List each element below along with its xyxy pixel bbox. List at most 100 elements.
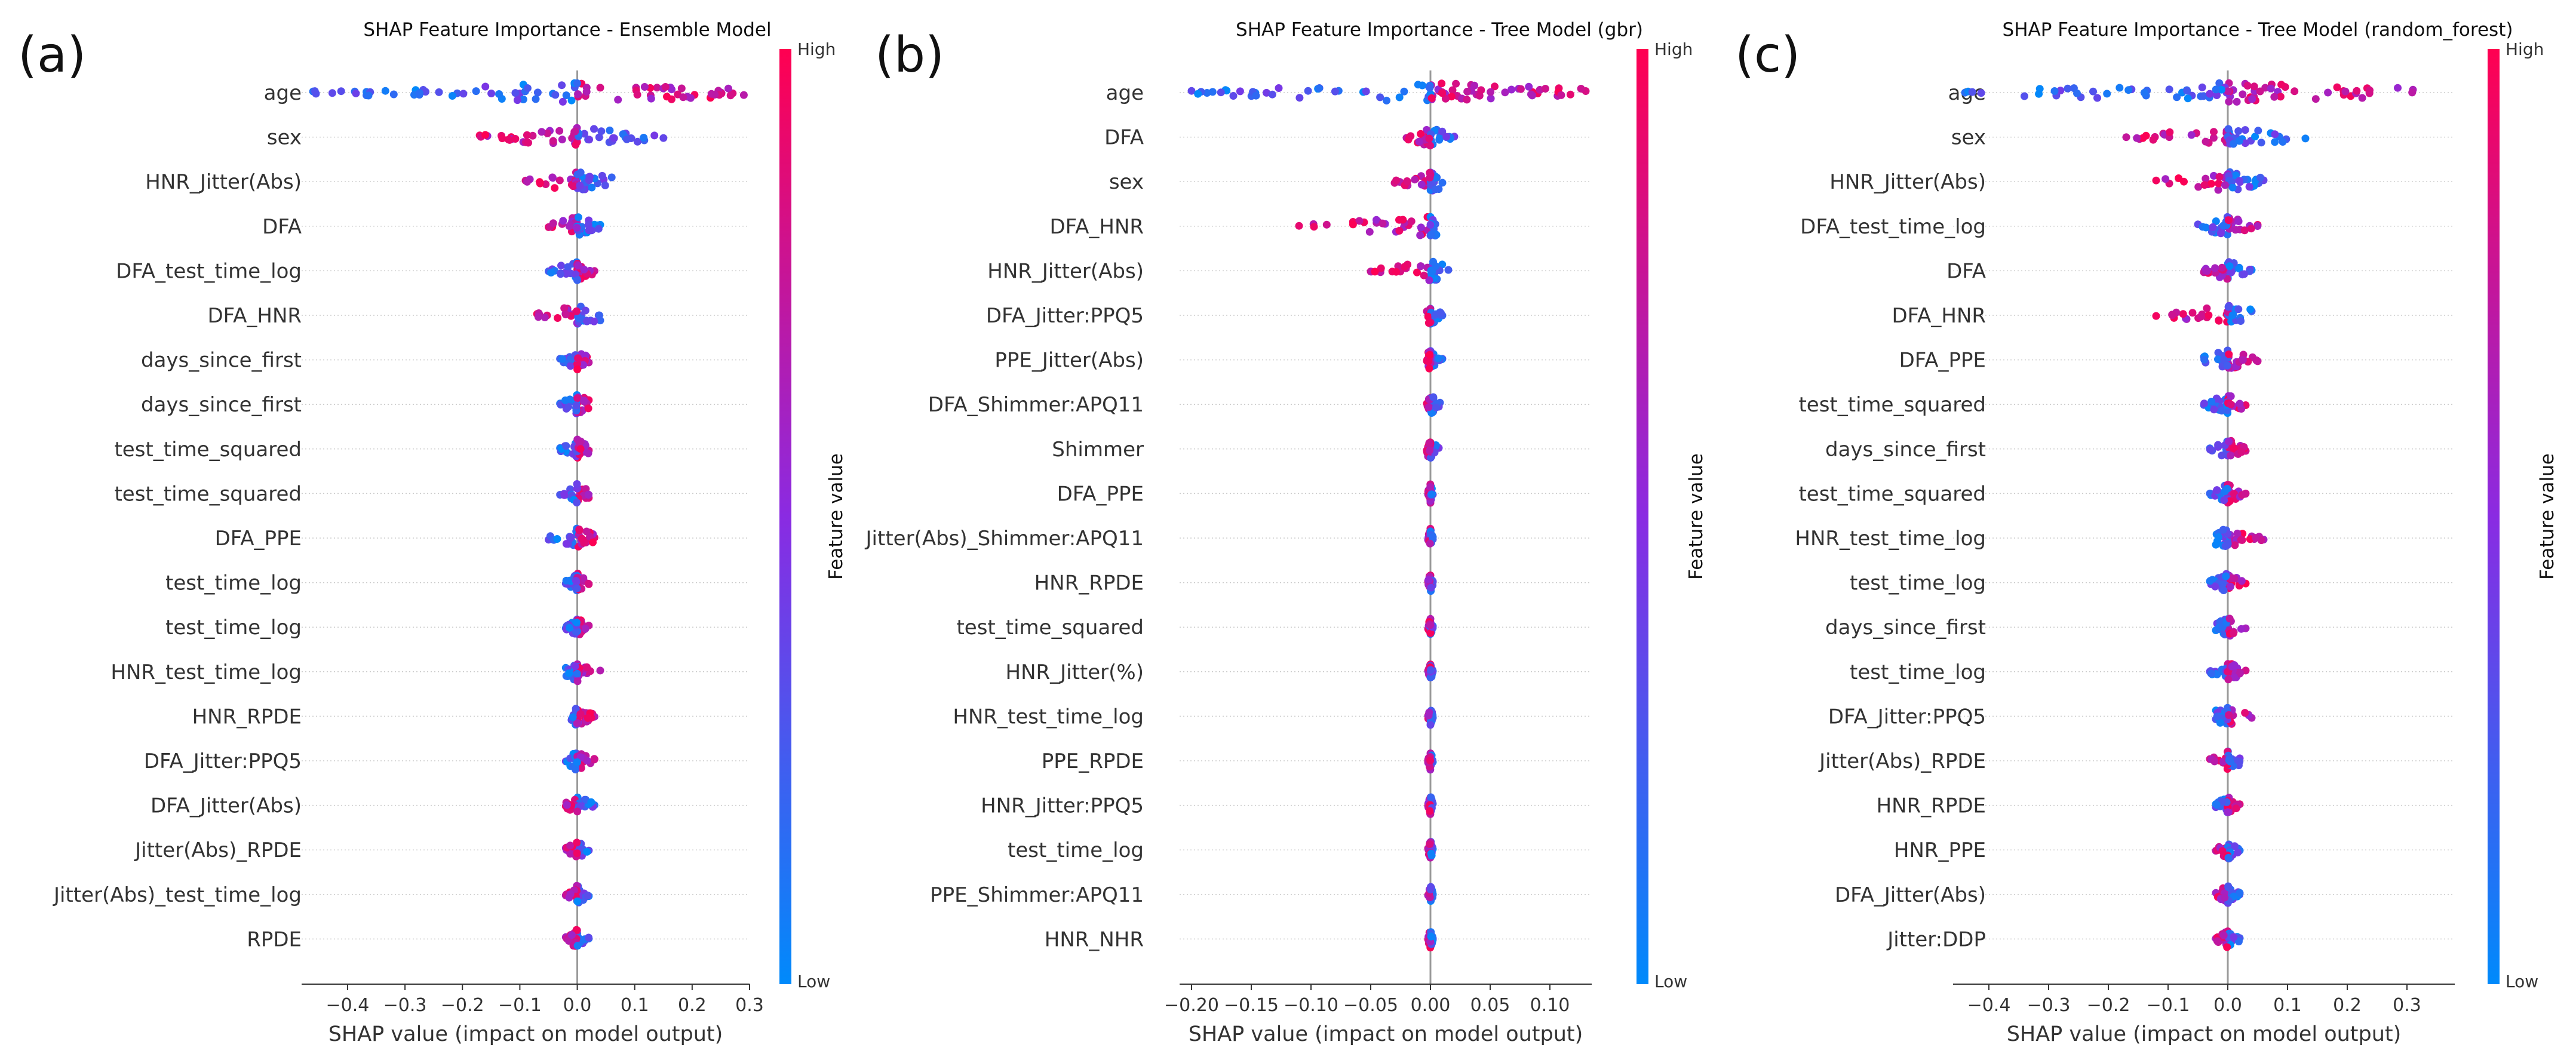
shap-point bbox=[573, 838, 581, 847]
shap-point bbox=[2215, 317, 2223, 325]
feature-label: HNR_Jitter(Abs) bbox=[1829, 170, 1986, 194]
shap-point bbox=[554, 314, 562, 322]
feature-label: Shimmer bbox=[1052, 438, 1144, 462]
shap-point bbox=[1417, 180, 1426, 189]
shap-point bbox=[2236, 758, 2244, 766]
shap-point bbox=[1263, 88, 1270, 97]
shap-point bbox=[2225, 614, 2234, 623]
shap-point bbox=[2206, 445, 2214, 454]
shap-point bbox=[573, 480, 581, 488]
shap-point bbox=[574, 354, 582, 362]
shap-point bbox=[536, 179, 544, 188]
x-tick-label: 0.0 bbox=[2213, 995, 2242, 1016]
shap-point bbox=[573, 807, 581, 816]
shap-point bbox=[577, 764, 585, 772]
shap-point bbox=[1441, 94, 1450, 103]
shap-point bbox=[584, 579, 592, 588]
shap-point bbox=[2237, 625, 2245, 633]
shap-point bbox=[2224, 540, 2232, 548]
shap-point bbox=[1371, 268, 1379, 276]
shap-point bbox=[1236, 87, 1244, 96]
shap-point bbox=[1426, 840, 1434, 849]
shap-point bbox=[595, 311, 603, 319]
shap-point bbox=[2324, 88, 2332, 97]
feature-label: days_since_first bbox=[141, 393, 302, 417]
shap-point bbox=[2197, 312, 2205, 321]
shap-point bbox=[1432, 403, 1440, 411]
shap-point bbox=[2209, 134, 2218, 142]
shap-point bbox=[2301, 134, 2310, 143]
shap-point bbox=[2214, 441, 2222, 449]
shap-point bbox=[569, 713, 577, 721]
shap-point bbox=[659, 134, 668, 142]
shap-point bbox=[2251, 133, 2259, 141]
shap-point bbox=[2333, 83, 2341, 91]
x-tick-label: −0.1 bbox=[498, 995, 542, 1016]
shap-point bbox=[584, 491, 592, 499]
feature-label: test_time_log bbox=[1008, 838, 1144, 862]
shap-point bbox=[2203, 267, 2211, 275]
shap-point bbox=[328, 89, 336, 97]
shap-point bbox=[583, 317, 591, 325]
shap-point bbox=[2213, 937, 2221, 945]
shap-point bbox=[487, 90, 496, 97]
shap-point bbox=[2179, 310, 2187, 318]
shap-point bbox=[571, 662, 579, 671]
shap-point bbox=[389, 90, 398, 99]
shap-point bbox=[549, 137, 557, 145]
shap-point bbox=[590, 755, 598, 764]
shap-point bbox=[2276, 93, 2285, 101]
shap-point bbox=[1525, 82, 1533, 91]
shap-point bbox=[2214, 186, 2222, 194]
shap-point bbox=[2365, 89, 2374, 97]
shap-point bbox=[585, 173, 594, 181]
shap-point bbox=[2212, 800, 2221, 809]
shap-point bbox=[1395, 226, 1404, 235]
shap-point bbox=[2202, 223, 2210, 232]
shap-point bbox=[1208, 88, 1217, 96]
shap-point bbox=[523, 84, 532, 93]
shap-point bbox=[566, 623, 574, 632]
shap-point bbox=[2229, 140, 2237, 148]
shap-point bbox=[1252, 91, 1260, 100]
shap-point bbox=[661, 83, 670, 91]
shap-point bbox=[2218, 85, 2225, 94]
shap-point bbox=[573, 359, 581, 368]
shap-point bbox=[2214, 355, 2222, 364]
shap-point bbox=[2215, 79, 2224, 87]
feature-label: HNR_RPDE bbox=[1034, 571, 1144, 595]
x-tick-label: −0.15 bbox=[1224, 995, 1279, 1016]
shap-point bbox=[2219, 580, 2227, 588]
shap-point bbox=[2198, 83, 2206, 91]
feature-label: DFA_HNR bbox=[1892, 304, 1987, 328]
shap-point bbox=[1416, 231, 1424, 239]
feature-label: test_time_squared bbox=[1798, 482, 1986, 506]
x-tick-label: −0.3 bbox=[2027, 995, 2071, 1016]
shap-point bbox=[1426, 174, 1434, 182]
shap-point bbox=[585, 933, 592, 942]
shap-point bbox=[2149, 136, 2157, 144]
shap-point bbox=[448, 92, 456, 100]
shap-point bbox=[2206, 577, 2215, 585]
shap-point bbox=[1377, 264, 1385, 272]
shap-point bbox=[549, 174, 557, 182]
shap-point bbox=[2210, 128, 2218, 136]
shap-point bbox=[560, 304, 569, 312]
shap-point bbox=[1527, 90, 1535, 99]
shap-point bbox=[2235, 137, 2243, 145]
shap-point bbox=[569, 182, 578, 190]
shap-point bbox=[679, 93, 687, 102]
shap-point bbox=[1477, 86, 1485, 94]
colorbar-high-label: High bbox=[1654, 39, 1693, 59]
shap-point bbox=[1426, 757, 1435, 765]
shap-point bbox=[607, 173, 616, 182]
shap-point bbox=[2103, 90, 2111, 98]
shap-point bbox=[1427, 932, 1435, 941]
shap-point bbox=[2133, 134, 2141, 142]
chart-title: SHAP Feature Importance - Tree Model (gb… bbox=[1236, 19, 1643, 41]
shap-point bbox=[590, 317, 598, 325]
shap-point bbox=[562, 91, 570, 100]
x-tick-label: −0.1 bbox=[2147, 995, 2190, 1016]
colorbar bbox=[1637, 49, 1648, 984]
shap-point bbox=[558, 97, 567, 106]
